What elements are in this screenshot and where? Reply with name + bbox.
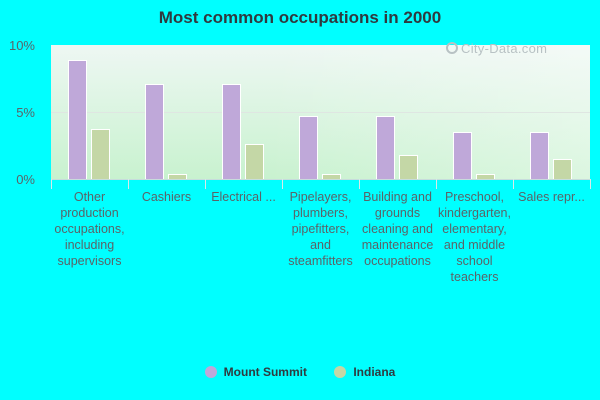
bar-indiana[interactable]: [399, 155, 418, 179]
x-label: Preschool, kindergarten, elementary, and…: [438, 190, 511, 284]
bar-indiana[interactable]: [168, 174, 187, 179]
legend-item-mount-summit[interactable]: Mount Summit: [204, 365, 307, 379]
bar-indiana[interactable]: [322, 174, 341, 179]
bar-mount-summit[interactable]: [376, 116, 395, 179]
x-label: Building and grounds cleaning and mainte…: [361, 190, 434, 268]
bar-mount-summit[interactable]: [68, 60, 87, 179]
bar-mount-summit[interactable]: [299, 116, 318, 179]
x-label: Other production occupations, including …: [54, 190, 125, 268]
magnifier-icon: [446, 42, 458, 54]
x-tick: [436, 179, 437, 189]
legend-swatch-mount-summit: [204, 366, 217, 378]
x-tick: [205, 179, 206, 189]
x-label: Sales repr...: [518, 190, 585, 204]
bar-indiana[interactable]: [553, 159, 572, 179]
x-tick: [359, 179, 360, 189]
legend-item-indiana[interactable]: Indiana: [334, 365, 395, 379]
x-tick: [282, 179, 283, 189]
x-tick: [513, 179, 514, 189]
plot-area: [51, 45, 590, 179]
x-axis: [51, 179, 590, 180]
bar-indiana[interactable]: [91, 129, 110, 179]
y-tick-5: 5%: [16, 105, 35, 120]
x-tick: [51, 179, 52, 189]
bar-mount-summit[interactable]: [453, 132, 472, 179]
x-tick: [128, 179, 129, 189]
legend-label: Mount Summit: [223, 365, 307, 379]
bar-indiana[interactable]: [245, 144, 264, 179]
x-label: Pipelayers, plumbers, pipefitters, and s…: [288, 190, 353, 268]
legend: Mount Summit Indiana: [0, 365, 600, 379]
legend-swatch-indiana: [334, 366, 347, 378]
x-label: Electrical ...: [211, 190, 276, 204]
gridline-5: [51, 112, 590, 113]
x-tick: [590, 179, 591, 189]
bar-mount-summit[interactable]: [145, 84, 164, 179]
bar-mount-summit[interactable]: [222, 84, 241, 179]
y-tick-0: 0%: [16, 172, 35, 187]
watermark: City-Data.com: [446, 41, 547, 56]
x-label: Cashiers: [141, 190, 192, 204]
legend-label: Indiana: [353, 365, 396, 379]
bar-mount-summit[interactable]: [530, 132, 549, 179]
bar-indiana[interactable]: [476, 174, 495, 179]
y-tick-10: 10%: [8, 38, 35, 53]
chart-title: Most common occupations in 2000: [158, 8, 442, 27]
watermark-text: City-Data.com: [461, 41, 548, 56]
